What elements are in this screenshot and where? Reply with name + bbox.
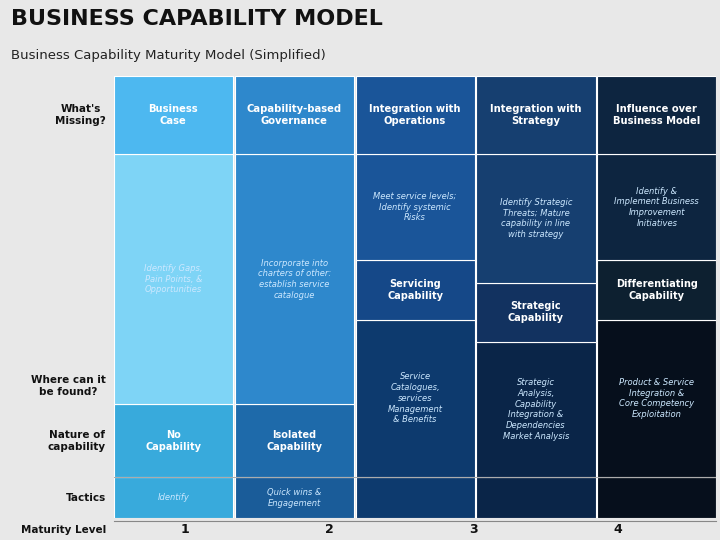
- Text: Quick wins &
Engagement: Quick wins & Engagement: [267, 488, 321, 508]
- Text: 2: 2: [325, 523, 333, 536]
- Bar: [356, 154, 474, 260]
- Text: BUSINESS CAPABILITY MODEL: BUSINESS CAPABILITY MODEL: [11, 9, 382, 29]
- Text: Where can it
be found?: Where can it be found?: [31, 375, 106, 397]
- Text: Maturity Level: Maturity Level: [22, 525, 107, 535]
- Text: Identify Strategic
Threats; Mature
capability in line
with strategy: Identify Strategic Threats; Mature capab…: [500, 198, 572, 239]
- Text: Identify &
Implement Business
Improvement
Initiatives: Identify & Implement Business Improvemen…: [614, 187, 699, 228]
- Bar: [235, 404, 354, 477]
- Bar: [598, 76, 716, 154]
- Bar: [114, 404, 233, 477]
- Bar: [114, 477, 233, 518]
- Text: Business Capability Maturity Model (Simplified): Business Capability Maturity Model (Simp…: [11, 49, 325, 62]
- Bar: [235, 76, 354, 154]
- Bar: [235, 477, 354, 518]
- Text: Capability-based
Governance: Capability-based Governance: [247, 104, 342, 126]
- Bar: [598, 154, 716, 260]
- Text: 3: 3: [469, 523, 478, 536]
- Bar: [477, 282, 595, 342]
- Text: Influence over
Business Model: Influence over Business Model: [613, 104, 701, 126]
- Text: Servicing
Capability: Servicing Capability: [387, 279, 443, 301]
- Text: No
Capability: No Capability: [145, 430, 202, 451]
- Bar: [356, 76, 474, 154]
- Text: Identify: Identify: [158, 493, 189, 502]
- Text: Strategic
Capability: Strategic Capability: [508, 301, 564, 323]
- Text: Identify Gaps,
Pain Points, &
Opportunities: Identify Gaps, Pain Points, & Opportunit…: [144, 264, 202, 294]
- Text: Strategic
Analysis,
Capability
Integration &
Dependencies
Market Analysis: Strategic Analysis, Capability Integrati…: [503, 378, 569, 441]
- Text: 1: 1: [181, 523, 189, 536]
- Bar: [598, 477, 716, 518]
- Text: Isolated
Capability: Isolated Capability: [266, 430, 322, 451]
- Text: Integration with
Strategy: Integration with Strategy: [490, 104, 582, 126]
- Bar: [114, 154, 233, 404]
- Text: Product & Service
Integration &
Core Competency
Exploitation: Product & Service Integration & Core Com…: [619, 378, 694, 419]
- Text: Service
Catalogues,
services
Management
& Benefits: Service Catalogues, services Management …: [387, 373, 443, 424]
- Bar: [356, 260, 474, 320]
- Bar: [477, 477, 595, 518]
- Text: Meet service levels;
Identify systemic
Risks: Meet service levels; Identify systemic R…: [374, 192, 456, 222]
- Bar: [477, 76, 595, 154]
- Bar: [598, 260, 716, 320]
- Bar: [114, 76, 233, 154]
- Bar: [356, 320, 474, 477]
- Text: Differentiating
Capability: Differentiating Capability: [616, 279, 698, 301]
- Text: Integration with
Operations: Integration with Operations: [369, 104, 461, 126]
- Text: Business
Case: Business Case: [148, 104, 198, 126]
- Text: What's
Missing?: What's Missing?: [55, 104, 106, 126]
- Bar: [235, 154, 354, 404]
- Text: Nature of
capability: Nature of capability: [48, 430, 106, 451]
- Text: Tactics: Tactics: [66, 492, 106, 503]
- Bar: [598, 320, 716, 477]
- Bar: [356, 477, 474, 518]
- Text: 4: 4: [614, 523, 623, 536]
- Bar: [477, 342, 595, 477]
- Text: Incorporate into
charters of other:
establish service
catalogue: Incorporate into charters of other: esta…: [258, 259, 330, 300]
- Bar: [477, 154, 595, 282]
